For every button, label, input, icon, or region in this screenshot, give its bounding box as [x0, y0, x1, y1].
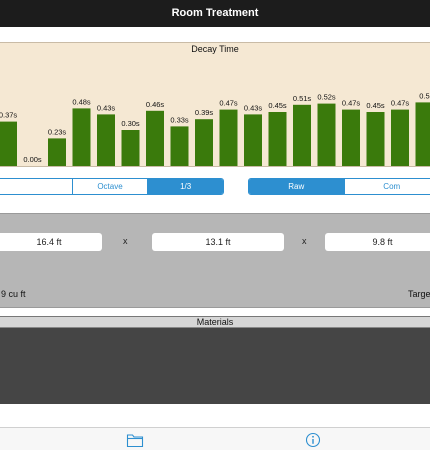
info-icon[interactable] — [304, 432, 322, 448]
decay-bar — [170, 126, 189, 166]
length-field[interactable]: 13.1 ft — [152, 233, 284, 251]
decay-bar — [195, 119, 213, 166]
dimensions-panel: 16.4 ft x 13.1 ft x 9.8 ft 9 cu ft Targe — [0, 213, 430, 308]
decay-bar — [244, 114, 262, 166]
decay-bar-label: 0.47s — [391, 99, 410, 108]
decay-bar-label: 0.46s — [146, 100, 165, 109]
materials-panel: Materials — [0, 316, 430, 404]
mode-segmented-control: Raw Com — [248, 178, 430, 195]
height-field[interactable]: 9.8 ft — [325, 233, 430, 251]
decay-bar-label: 0.48s — [72, 97, 91, 106]
decay-bar-label: 0.00s — [23, 155, 42, 164]
decay-bar — [342, 109, 360, 166]
decay-bar-label: 0.23s — [48, 127, 67, 136]
width-field[interactable]: 16.4 ft — [0, 233, 102, 251]
decay-bar — [293, 104, 311, 166]
decay-bar-label: 0.37s — [0, 111, 17, 120]
decay-bar — [219, 109, 238, 166]
volume-text: 9 cu ft — [1, 289, 26, 299]
mode-option-raw[interactable]: Raw — [249, 179, 344, 194]
nav-bar: Room Treatment — [0, 0, 430, 27]
band-option-third[interactable]: 1/3 — [147, 179, 223, 194]
decay-bar — [121, 130, 140, 166]
decay-bar-label: 0.52s — [317, 93, 336, 102]
decay-bar-label: 0.47s — [342, 99, 361, 108]
decay-bar-label: 0.33s — [170, 115, 189, 124]
decay-bar — [72, 108, 91, 166]
decay-bar — [391, 109, 409, 166]
decay-chart-svg: 0.37s 0.00s 0.23s 0.48s 0.43s 0.30s 0.46s 0.33s… — [0, 91, 430, 166]
times-label-2: x — [302, 236, 307, 246]
decay-bar — [366, 112, 385, 166]
band-option-octave-cut[interactable] — [0, 179, 72, 194]
tab-bar — [0, 427, 430, 450]
decay-bar — [317, 103, 336, 166]
decay-bar — [415, 102, 430, 166]
decay-bar-label: 0.47s — [219, 99, 238, 108]
decay-bar-label: 0.43s — [244, 103, 263, 112]
decay-bar-label: 0.45s — [366, 101, 385, 110]
decay-bar-label: 0.39s — [195, 108, 214, 117]
band-option-octave[interactable]: Octave — [71, 179, 148, 194]
decay-bar — [268, 112, 287, 166]
times-label-1: x — [123, 236, 128, 246]
decay-bar — [0, 121, 17, 166]
chart-title: Decay Time — [191, 44, 239, 54]
band-segmented-control: Octave 1/3 — [0, 178, 224, 195]
nav-title: Room Treatment — [171, 7, 259, 19]
materials-title: Materials — [0, 317, 430, 328]
decay-bar-label: 0.43s — [97, 103, 116, 112]
target-text: Targe — [408, 289, 430, 299]
decay-bar — [97, 114, 115, 166]
decay-bar-label: 0.5 — [419, 91, 429, 100]
decay-chart: 0.37s 0.00s 0.23s 0.48s 0.43s 0.30s 0.46s 0.33s… — [0, 42, 430, 167]
mode-option-com[interactable]: Com — [343, 179, 430, 194]
decay-bar — [146, 110, 164, 166]
decay-bar-label: 0.45s — [268, 101, 287, 110]
decay-bar-label: 0.51s — [293, 94, 312, 103]
folder-icon[interactable] — [126, 432, 144, 448]
decay-bar-label: 0.30s — [121, 119, 140, 128]
decay-bar — [48, 138, 66, 166]
